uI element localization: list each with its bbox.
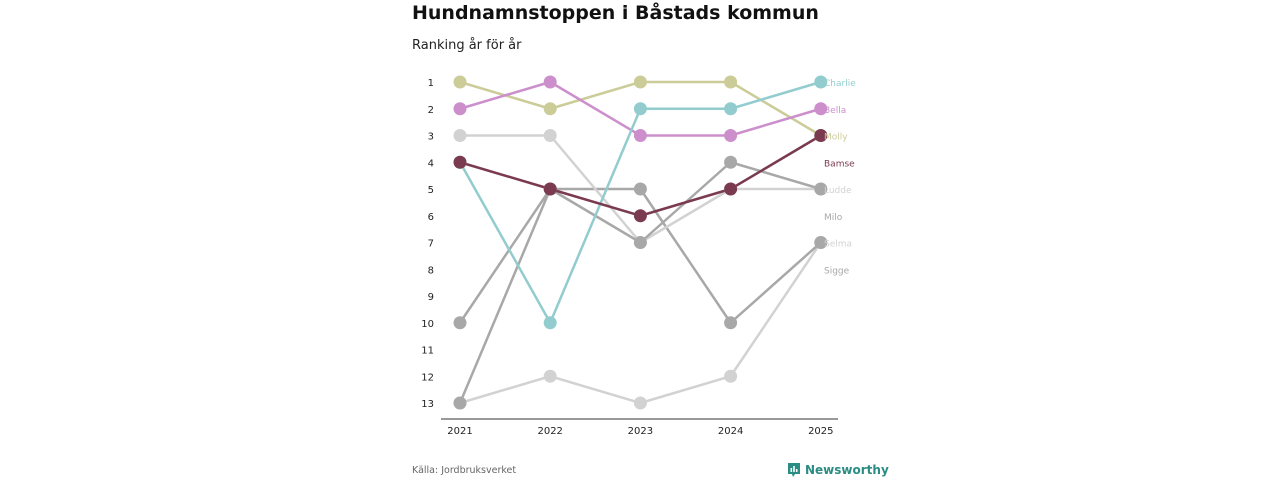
y-tick-label: 12 <box>421 372 434 383</box>
y-tick-label: 11 <box>421 346 434 357</box>
data-point-selma <box>724 369 738 383</box>
data-point-sigge <box>814 236 828 249</box>
data-point-sigge <box>453 396 467 410</box>
series-end-labels: Charlie Bella Molly Bamse Ludde Milo Selma Sigg… <box>824 79 856 276</box>
y-tick-label: 5 <box>428 185 434 196</box>
data-point-bella <box>543 75 557 89</box>
data-point-bella <box>724 129 738 142</box>
series-label-milo: Milo <box>824 213 843 223</box>
data-point-milo <box>814 182 828 196</box>
data-point-selma <box>633 396 647 410</box>
source-note: Källa: Jordbruksverket <box>412 465 517 476</box>
chart-subtitle: Ranking år för år <box>412 38 522 53</box>
data-point-bamse <box>814 129 828 142</box>
series-line-selma <box>458 241 823 405</box>
x-tick-label: 2025 <box>808 426 833 437</box>
data-point-bella <box>633 129 647 142</box>
x-tick-label: 2023 <box>628 426 653 437</box>
data-point-charlie <box>543 316 557 330</box>
data-point-sigge <box>724 316 738 330</box>
data-point-selma <box>543 369 557 383</box>
data-point-bella <box>453 102 467 116</box>
data-point-charlie <box>633 102 647 116</box>
data-point-charlie <box>814 75 828 89</box>
y-tick-label: 9 <box>428 292 434 303</box>
data-point-molly <box>724 75 738 89</box>
y-tick-label: 8 <box>428 265 434 276</box>
chart-title: Hundnamnstoppen i Båstads kommun <box>412 2 819 24</box>
y-tick-label: 6 <box>428 212 434 223</box>
x-tick-label: 2024 <box>718 426 743 437</box>
newsworthy-logo-icon <box>788 463 800 477</box>
series-points <box>453 75 828 410</box>
brand-name: Newsworthy <box>805 463 889 477</box>
data-point-milo <box>633 236 647 249</box>
y-tick-label: 10 <box>421 319 434 330</box>
y-tick-label: 13 <box>421 399 434 410</box>
y-tick-label: 4 <box>428 158 434 169</box>
series-label-selma: Selma <box>824 240 852 250</box>
data-point-bamse <box>633 209 647 223</box>
data-point-milo <box>724 155 738 169</box>
y-tick-label: 1 <box>428 78 434 89</box>
series-label-molly: Molly <box>824 133 848 143</box>
data-point-bamse <box>453 155 467 169</box>
data-point-bamse <box>724 182 738 196</box>
data-point-sigge <box>633 182 647 196</box>
y-tick-label: 7 <box>428 239 434 250</box>
series-label-sigge: Sigge <box>824 266 850 276</box>
x-tick-label: 2022 <box>537 426 562 437</box>
data-point-molly <box>453 75 467 89</box>
data-point-ludde <box>453 129 467 142</box>
series-line-bamse <box>458 134 823 217</box>
data-point-ludde <box>543 129 557 142</box>
data-point-bella <box>814 102 828 116</box>
data-point-molly <box>543 102 557 116</box>
series-label-bella: Bella <box>824 106 846 116</box>
data-point-bamse <box>543 182 557 196</box>
x-tick-label: 2021 <box>447 426 472 437</box>
data-point-milo <box>453 316 467 330</box>
series-label-ludde: Ludde <box>824 186 852 196</box>
x-axis-ticks: 2021 2022 2023 2024 2025 <box>447 426 833 437</box>
data-point-molly <box>633 75 647 89</box>
series-label-bamse: Bamse <box>824 159 855 169</box>
brand-logo[interactable]: Newsworthy <box>787 462 889 478</box>
data-point-charlie <box>724 102 738 116</box>
y-tick-label: 2 <box>428 105 434 116</box>
series-label-charlie: Charlie <box>824 79 856 89</box>
series-line-charlie <box>458 80 823 324</box>
y-tick-label: 3 <box>428 132 434 143</box>
